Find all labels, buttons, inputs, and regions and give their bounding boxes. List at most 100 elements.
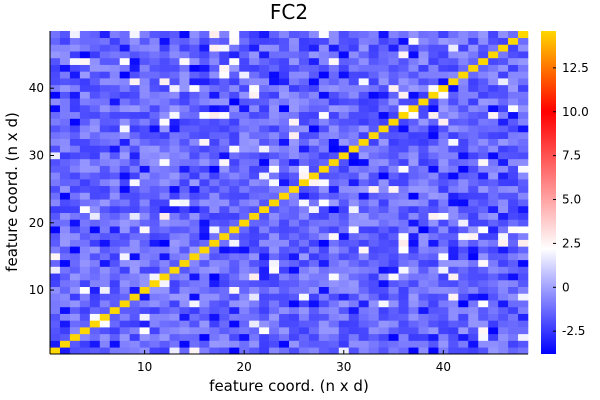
heatmap-cell	[79, 185, 91, 193]
heatmap-cell	[488, 286, 499, 294]
heatmap-cell	[428, 279, 439, 288]
heatmap-cell	[99, 158, 111, 166]
heatmap-cell	[259, 31, 270, 39]
heatmap-cell	[59, 226, 71, 234]
heatmap-cell	[249, 293, 260, 301]
heatmap-cell	[149, 266, 160, 274]
heatmap-cell	[99, 212, 111, 220]
heatmap-cell	[378, 340, 389, 348]
heatmap-cell	[418, 44, 429, 52]
heatmap-cell	[99, 232, 111, 240]
heatmap-cell	[428, 125, 439, 133]
heatmap-cell	[348, 293, 360, 301]
heatmap-cell	[109, 340, 121, 348]
heatmap-cell	[518, 219, 529, 227]
heatmap-cell	[169, 105, 180, 113]
heatmap-cell	[139, 286, 150, 294]
heatmap-cell	[408, 158, 419, 166]
heatmap-cell	[279, 44, 290, 52]
heatmap-cell	[408, 192, 419, 200]
heatmap-cell	[508, 131, 519, 139]
heatmap-cell	[269, 118, 280, 126]
heatmap-cell	[398, 219, 409, 227]
heatmap-cell	[109, 105, 121, 113]
heatmap-cell	[518, 145, 529, 153]
heatmap-cell	[378, 165, 389, 173]
heatmap-cell	[69, 279, 81, 288]
heatmap-cell	[438, 259, 449, 267]
heatmap-cell	[498, 259, 509, 267]
heatmap-cell	[189, 253, 200, 261]
heatmap-cell	[328, 118, 340, 126]
heatmap-cell	[209, 333, 220, 341]
heatmap-cell	[199, 232, 210, 240]
heatmap-cell	[269, 279, 280, 288]
heatmap-cell	[478, 44, 489, 52]
heatmap-cell	[189, 306, 200, 314]
heatmap-cell	[269, 199, 280, 207]
heatmap-cell	[169, 111, 180, 119]
heatmap-cell	[508, 340, 519, 348]
heatmap-cell	[239, 293, 250, 301]
heatmap-cell	[249, 232, 260, 240]
heatmap-cell	[209, 232, 220, 240]
heatmap-cell	[358, 259, 369, 267]
heatmap-cell	[129, 279, 140, 288]
heatmap-cell	[259, 172, 270, 180]
heatmap-cell	[139, 51, 150, 59]
heatmap-cell	[50, 239, 61, 247]
heatmap-cell	[79, 327, 91, 335]
heatmap-cell	[189, 31, 200, 39]
heatmap-cell	[478, 333, 489, 341]
heatmap-cell	[318, 219, 330, 227]
heatmap-cell	[99, 340, 111, 348]
heatmap-cell	[298, 226, 310, 234]
heatmap-cell	[298, 125, 310, 133]
heatmap-cell	[388, 57, 399, 65]
heatmap-cell	[119, 205, 130, 213]
heatmap-cell	[518, 98, 529, 106]
heatmap-cell	[398, 131, 409, 139]
heatmap-cell	[129, 125, 140, 133]
heatmap-cell	[448, 31, 459, 39]
heatmap-cell	[239, 219, 250, 227]
heatmap-cell	[149, 219, 160, 227]
heatmap-cell	[378, 84, 389, 92]
heatmap-cell	[388, 152, 399, 160]
heatmap-cell	[139, 125, 150, 133]
heatmap-cell	[149, 51, 160, 59]
heatmap-cell	[69, 78, 81, 86]
heatmap-cell	[79, 31, 91, 39]
heatmap-cell	[408, 105, 419, 113]
heatmap-cell	[508, 64, 519, 72]
heatmap-cell	[348, 340, 360, 348]
heatmap-cell	[388, 253, 399, 261]
heatmap-cell	[428, 111, 439, 119]
heatmap-cell	[219, 320, 230, 328]
heatmap-cell	[358, 293, 369, 301]
heatmap-cell	[368, 138, 379, 146]
heatmap-cell	[388, 125, 399, 133]
heatmap-cell	[109, 138, 121, 146]
heatmap-cell	[259, 105, 270, 113]
heatmap-cell	[338, 71, 350, 79]
heatmap-cell	[279, 340, 290, 348]
heatmap-cell	[308, 105, 320, 113]
heatmap-cell	[159, 44, 170, 52]
heatmap-cell	[328, 71, 340, 79]
heatmap-cell	[308, 158, 320, 166]
heatmap-cell	[438, 219, 449, 227]
heatmap-cell	[468, 205, 479, 213]
heatmap-cell	[79, 347, 91, 355]
heatmap-cell	[50, 333, 61, 341]
heatmap-cell	[79, 232, 91, 240]
heatmap-cell	[129, 347, 140, 355]
heatmap-cell	[289, 226, 300, 234]
heatmap-cell	[448, 232, 459, 240]
heatmap-cell	[318, 118, 330, 126]
heatmap-cell	[298, 320, 310, 328]
heatmap-cell	[209, 131, 220, 139]
heatmap-cell	[368, 286, 379, 294]
heatmap-cell	[438, 31, 449, 39]
heatmap-cell	[179, 192, 190, 200]
